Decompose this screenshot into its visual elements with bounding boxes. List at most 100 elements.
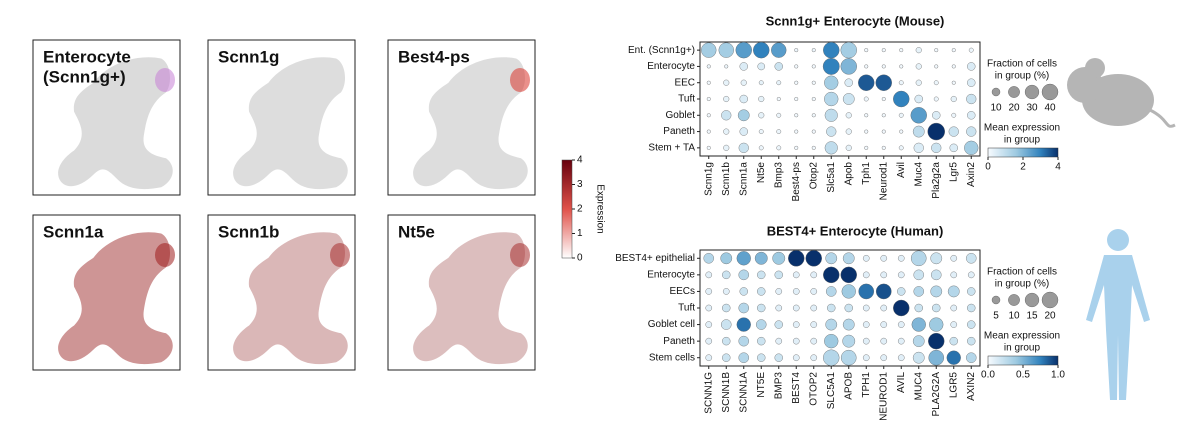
dot [844,78,853,87]
dot [910,107,927,124]
group-label: Stem + TA [648,142,695,153]
dot [880,304,888,312]
dot [930,269,942,281]
dot [705,271,713,279]
dot [864,113,869,118]
color-legend-label: 4 [1055,162,1061,173]
dot [739,127,748,136]
dot [863,96,869,102]
dot [824,334,839,349]
dot [966,126,977,137]
dot [842,318,855,331]
colorbar-tick-label: 2 [577,204,583,215]
dot [706,97,711,101]
dot [893,299,910,317]
dot [842,252,855,265]
gene-label: SCNN1B [721,372,732,413]
dot [774,270,783,280]
dot [845,112,852,119]
dot [774,353,783,362]
dot [776,145,782,151]
dot [949,336,958,346]
gene-label: Nt5e [756,162,767,184]
dot [862,254,870,262]
colorbar-label: Expression [594,184,605,233]
dot [823,349,840,366]
dot [772,251,786,265]
colorbar-tick-label: 4 [577,155,583,166]
dot [794,64,799,69]
dot [703,253,715,264]
dot [757,287,766,296]
gene-label: SCNN1A [738,372,749,413]
dot [776,97,781,101]
dot [897,287,906,296]
colorbar-tick-label: 0 [577,253,583,264]
dot [881,97,886,101]
dot [967,62,976,71]
dot [706,145,711,150]
dot [705,321,713,328]
dot [967,303,976,313]
gene-label: Axin2 [966,162,977,187]
dot [950,304,958,312]
group-label: Tuft [678,94,695,105]
gene-label: AXIN2 [966,372,977,401]
umap-title: Scnn1b [218,222,279,241]
dot [706,129,711,134]
gene-label: Tph1 [861,162,872,185]
dot [722,303,731,313]
dot [950,254,958,262]
color-legend-bar [987,355,1059,366]
dot [826,126,837,137]
gene-label: Neurod1 [878,162,889,201]
dot [794,97,799,101]
gene-label: Scnn1b [721,162,732,196]
dot [794,80,799,85]
dot [811,113,816,118]
group-label: Paneth [663,336,695,347]
dot [792,288,800,295]
dot [811,145,816,150]
dot [897,354,905,362]
dot [966,93,977,105]
dot [858,74,875,91]
dot [738,352,750,363]
color-legend-label: 0 [985,162,991,173]
dot [881,129,886,134]
dot [825,318,838,331]
colorbar-tick-label: 3 [577,179,583,190]
group-label: Stem cells [649,352,695,363]
dot [951,48,956,53]
dot [965,352,977,363]
dot [967,271,975,279]
dot [913,142,924,153]
dot [792,337,800,345]
gene-label: Lgr5 [948,162,959,182]
dot [722,270,731,280]
group-label: Goblet [666,110,696,121]
group-label: EEC [674,77,695,88]
dot [739,62,748,71]
dot [794,145,799,150]
umap-highlight [155,243,175,267]
group-label: Enterocyte [647,269,695,280]
umap-highlight [330,243,350,267]
dot [788,250,805,267]
dot [811,48,816,53]
dot [840,349,857,366]
dot [792,354,800,362]
dot [738,302,750,314]
umap-title: Scnn1g [218,47,279,66]
dot [967,320,976,329]
dot [842,334,856,348]
dot [706,64,711,69]
dot [912,125,925,138]
dot [842,93,855,105]
dot [928,349,945,366]
size-legend-label: 15 [1026,311,1038,322]
group-label: Enterocyte [647,61,695,72]
dot [951,80,956,85]
dot [862,337,870,345]
size-legend-dot [991,295,1001,305]
